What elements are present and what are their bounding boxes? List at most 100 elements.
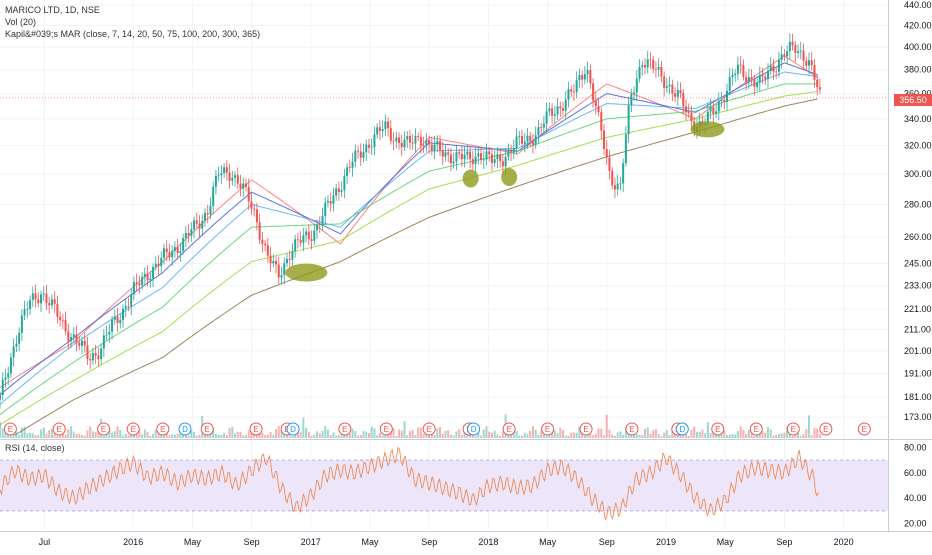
event-marker: D [286,422,300,436]
candle-body [365,144,368,153]
candle-body [253,208,256,210]
candle-body [526,135,529,142]
volume-bar [307,431,310,438]
candle-body [477,153,480,157]
volume-bar [556,433,559,438]
candle-body [179,250,182,253]
volume-bar [291,435,294,438]
candle-body [780,54,783,60]
candle-body [422,145,425,147]
volume-bar [225,435,228,438]
event-marker: E [3,422,17,436]
candle-body [474,156,477,165]
event-marker-label: E [506,425,511,434]
volume-bar [605,414,608,438]
candle-body [48,303,51,306]
candle-body [455,152,458,162]
candle-body [381,129,384,132]
volume-bar [130,434,133,438]
volume-bar [18,435,21,438]
candle-body [597,106,600,113]
event-marker: E [625,422,639,436]
volume-bar [559,427,562,438]
volume-bar [253,434,256,438]
rsi-tick-label: 80.00 [904,442,927,452]
candle-body [269,255,272,264]
candle-body [9,357,12,374]
candle-body [583,74,586,80]
time-tick-label: Sep [776,537,792,547]
candle-body [548,108,551,112]
event-marker: E [579,422,593,436]
candle-body [176,247,179,253]
volume-bar [244,435,247,438]
candle-body [255,209,258,223]
time-tick-label: 2020 [834,537,854,547]
candle-body [294,239,297,252]
event-marker-circle [379,422,393,436]
candle-body [723,99,726,102]
volume-bar [684,434,687,438]
candle-body [630,94,633,106]
volume-bar [75,433,78,438]
event-marker-label: E [427,425,432,434]
ma-line-365 [14,98,818,436]
candle-body [715,111,718,114]
candle-body [354,150,357,162]
volume-bar [799,435,802,438]
volume-bar [657,433,660,438]
candle-body [797,51,800,53]
volume-bar [671,428,674,438]
volume-bar [499,435,502,438]
volume-bar [592,435,595,438]
time-tick-label: 2017 [301,537,321,547]
volume-bar [641,434,644,438]
candle-body [537,127,540,136]
volume-bar [29,432,32,438]
price-tick-label: 360.00 [904,89,932,99]
volume-bar [725,435,728,438]
volume-bar [381,435,384,438]
candle-body [810,60,813,66]
volume-bar [567,435,570,438]
candle-body [198,223,201,229]
candle-body [242,183,245,189]
candle-body [384,121,387,130]
candle-body [42,293,45,295]
price-tick-label: 201.00 [904,346,932,356]
volume-bar [687,435,690,438]
candle-body [236,175,239,184]
volume-bar [400,430,403,438]
candle-body [512,148,515,153]
candle-body [518,136,521,137]
price-tick-label: 380.00 [904,65,932,75]
ma-line-50 [0,71,818,405]
volume-bar [633,432,636,438]
volume-bar [449,434,452,438]
candle-body [652,59,655,70]
event-marker-circle [786,422,800,436]
volume-bar [600,428,603,438]
candle-body [411,142,414,144]
volume-bar [302,417,305,438]
candle-body [160,257,163,267]
price-tick-label: 221.00 [904,304,932,314]
candle-body [753,79,756,87]
candle-body [728,76,731,91]
volume-bar [373,428,376,438]
volume-bar [45,433,48,438]
volume-bar [86,430,89,438]
volume-bar [663,432,666,438]
candle-body [403,139,406,148]
volume-bar [23,426,26,438]
volume-bar [48,430,51,438]
volume-bar [482,429,485,438]
candle-body [725,90,728,102]
candle-body [116,316,119,324]
volume-bar [403,421,406,438]
volume-bar [444,430,447,438]
event-marker: E [200,422,214,436]
volume-bar [422,433,425,438]
